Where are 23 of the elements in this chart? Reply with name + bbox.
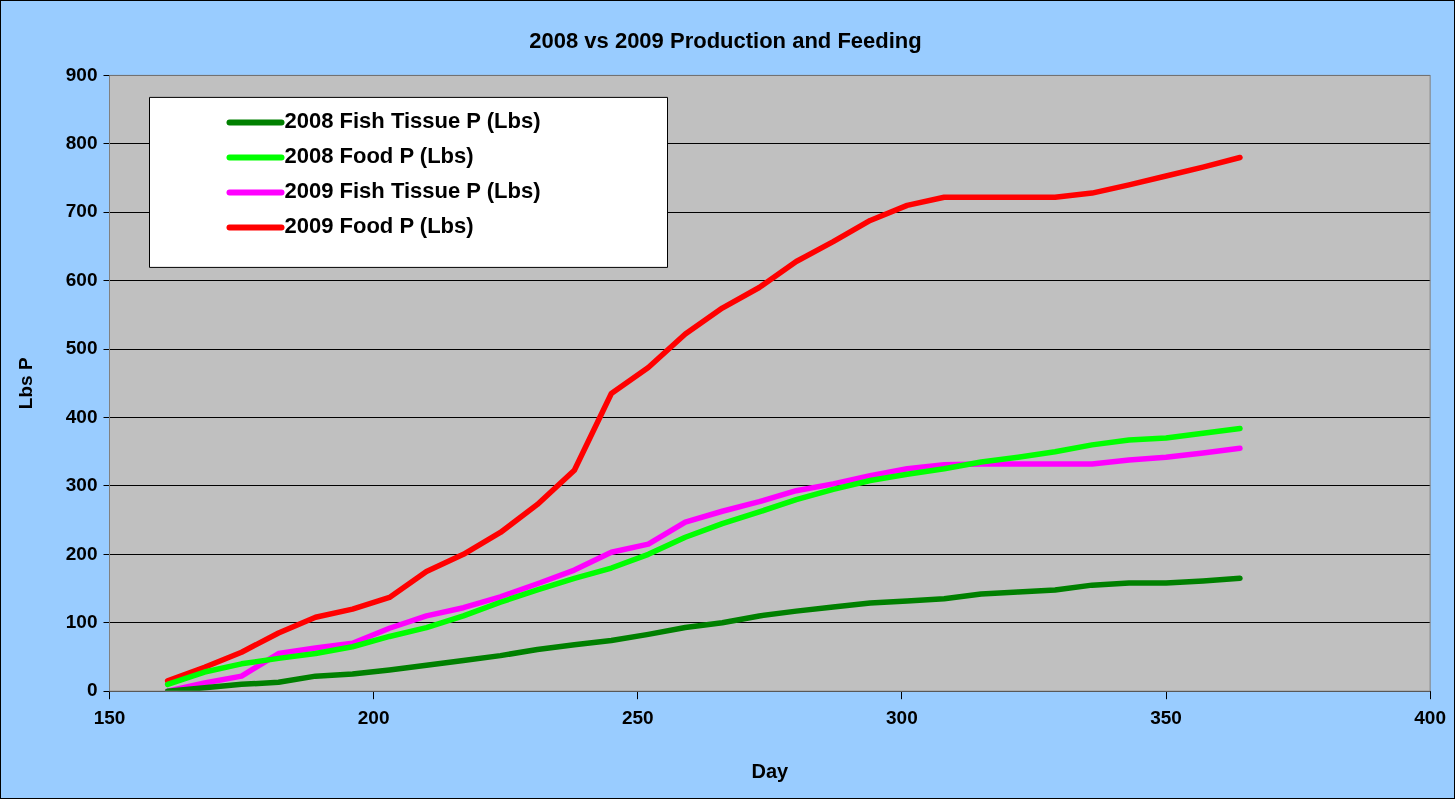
legend-label: 2009 Fish Tissue P (Lbs)	[284, 178, 541, 204]
chart-title: 2008 vs 2009 Production and Feeding	[529, 28, 922, 54]
y-tick-label: 100	[65, 611, 98, 633]
y-tick-label: 500	[65, 337, 98, 359]
y-tick-label: 600	[65, 268, 98, 290]
legend-label: 2008 Food P (Lbs)	[284, 143, 474, 169]
x-tick-label: 250	[621, 706, 654, 728]
x-tick-label: 400	[1414, 706, 1446, 728]
x-tick-label: 350	[1150, 706, 1182, 728]
x-tick-label: 150	[93, 706, 126, 728]
x-tick-label: 200	[357, 706, 390, 728]
y-tick-label: 0	[86, 679, 98, 701]
y-tick-label: 400	[65, 405, 98, 427]
y-tick-label: 200	[65, 542, 98, 564]
y-tick-label: 800	[65, 132, 98, 154]
legend-label: 2008 Fish Tissue P (Lbs)	[284, 108, 541, 134]
x-axis-title: Day	[751, 759, 790, 782]
legend-label: 2009 Food P (Lbs)	[284, 213, 474, 239]
x-tick-label: 300	[886, 706, 918, 728]
y-tick-label: 900	[65, 63, 98, 85]
y-axis-title: Lbs P	[14, 357, 36, 410]
y-tick-label: 700	[65, 200, 98, 222]
y-tick-label: 300	[65, 474, 98, 496]
